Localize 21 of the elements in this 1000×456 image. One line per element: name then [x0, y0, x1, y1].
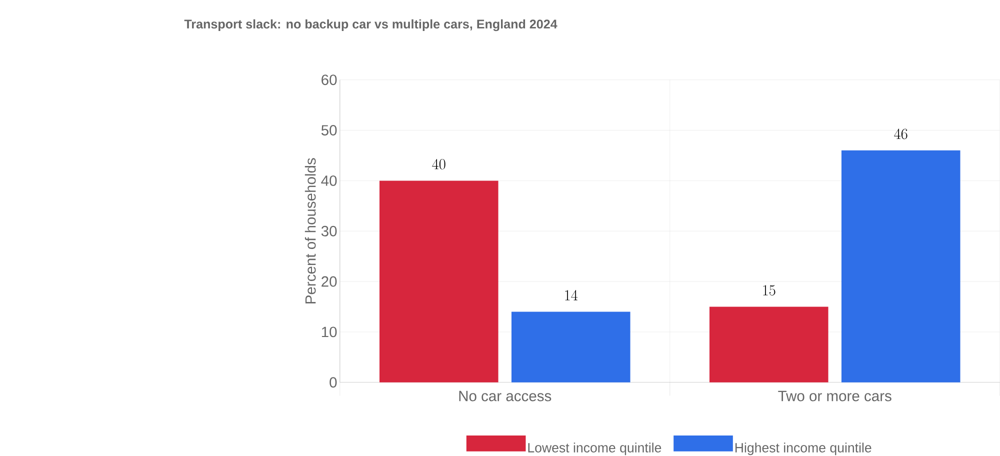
x-tick-label: No car access: [459, 390, 552, 402]
y-tick-label: 20: [322, 276, 337, 287]
bar: [709, 306, 828, 382]
legend-label: Lowest income quintile: [528, 442, 662, 455]
legend-label: Highest income quintile: [735, 442, 872, 455]
x-tick-label: Two or more cars: [778, 390, 892, 402]
y-tick-label: 50: [321, 124, 337, 136]
y-tick-label: 10: [322, 326, 337, 337]
y-tick-label: 60: [322, 74, 337, 85]
y-tick-label: 40: [321, 175, 337, 186]
data-label: 40: [432, 158, 446, 170]
bar: [511, 312, 630, 382]
y-tick-label: 0: [330, 376, 337, 388]
data-label: 14: [565, 290, 578, 300]
data-label: 15: [763, 284, 776, 296]
data-label: 46: [894, 128, 908, 139]
bar: [841, 150, 960, 382]
y-tick-label: 30: [321, 226, 337, 236]
bar: [379, 180, 498, 382]
chart-title: Transport slack: no backup car vs multiple cars, England 2024: [184, 19, 558, 31]
y-axis-title: Percent of households: [304, 158, 316, 304]
